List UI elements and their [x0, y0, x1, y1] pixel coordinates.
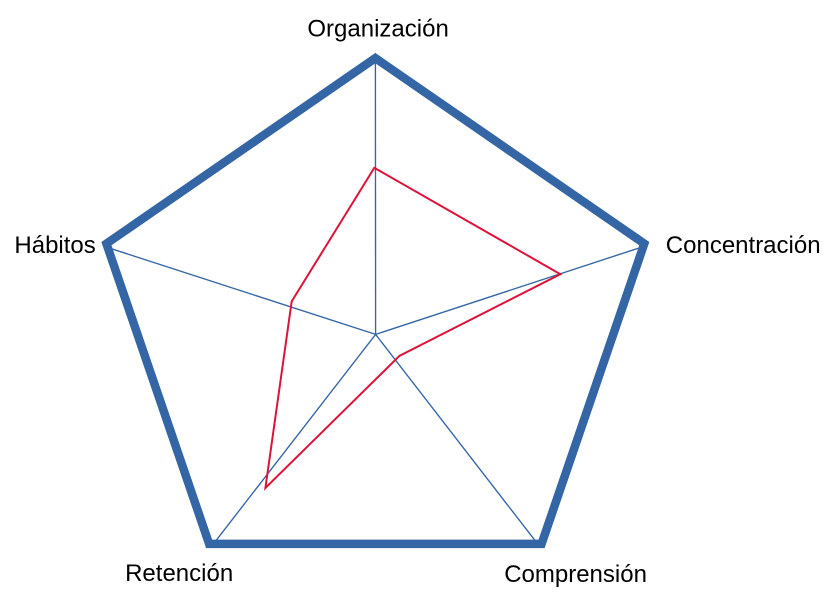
svg-text:Hábitos: Hábitos — [14, 232, 95, 259]
svg-text:Organización: Organización — [307, 15, 448, 42]
svg-text:Comprensión: Comprensión — [504, 561, 647, 588]
svg-text:Concentración: Concentración — [666, 232, 821, 259]
svg-text:Retención: Retención — [125, 560, 233, 587]
